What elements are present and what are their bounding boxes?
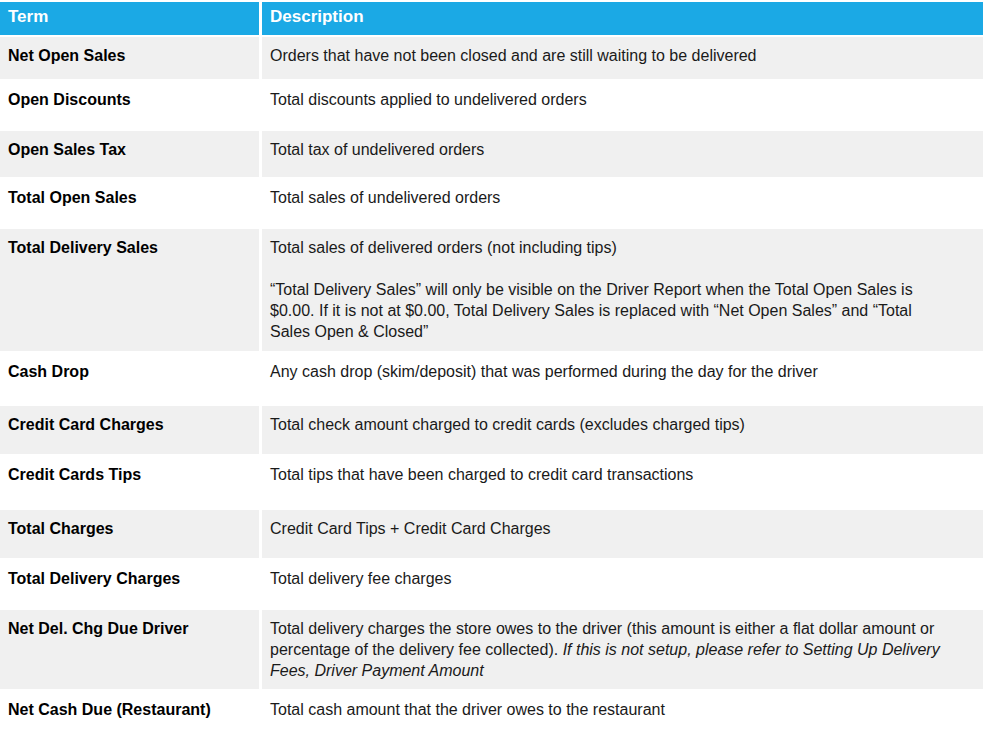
glossary-table-body: Net Open Sales Orders that have not been … <box>0 37 983 734</box>
description-cell: Total tips that have been charged to cre… <box>262 456 983 510</box>
description-paragraph: Total check amount charged to credit car… <box>270 414 941 435</box>
table-row: Credit Cards Tips Total tips that have be… <box>0 456 983 510</box>
table-row: Total Charges Credit Card Tips + Credit C… <box>0 510 983 560</box>
description-cell: Total sales of delivered orders (not inc… <box>262 229 983 353</box>
glossary-table-head: Term Description <box>0 0 983 37</box>
term-cell: Total Delivery Charges <box>0 560 262 610</box>
description-cell: Total cash amount that the driver owes t… <box>262 691 983 734</box>
description-cell: Total delivery charges the store owes to… <box>262 610 983 691</box>
description-segment: Total tips that have been charged to cre… <box>270 466 693 483</box>
glossary-table: Term Description Net Open Sales Orders th… <box>0 0 983 734</box>
description-paragraph: Total cash amount that the driver owes t… <box>270 699 941 720</box>
column-header-description: Description <box>262 0 983 37</box>
description-paragraph: Total sales of delivered orders (not inc… <box>270 237 941 258</box>
table-row: Open Sales Tax Total tax of undelivered o… <box>0 131 983 179</box>
description-segment: Total delivery fee charges <box>270 570 451 587</box>
description-segment: Any cash drop (skim/deposit) that was pe… <box>270 363 818 380</box>
header-row: Term Description <box>0 0 983 37</box>
description-segment: Orders that have not been closed and are… <box>270 47 757 64</box>
table-row: Net Del. Chg Due DriverTotal delivery ch… <box>0 610 983 691</box>
description-segment: Total discounts applied to undelivered o… <box>270 91 587 108</box>
description-cell: Credit Card Tips + Credit Card Charges <box>262 510 983 560</box>
term-cell: Total Open Sales <box>0 179 262 229</box>
term-cell: Total Delivery Sales <box>0 229 262 353</box>
term-cell: Net Cash Due (Restaurant) <box>0 691 262 734</box>
description-segment: Total check amount charged to credit car… <box>270 416 745 433</box>
term-cell: Net Del. Chg Due Driver <box>0 610 262 691</box>
description-paragraph: Total tax of undelivered orders <box>270 139 941 160</box>
description-cell: Total discounts applied to undelivered o… <box>262 81 983 131</box>
term-cell: Cash Drop <box>0 353 262 406</box>
description-paragraph: “Total Delivery Sales” will only be visi… <box>270 279 941 342</box>
term-cell: Open Sales Tax <box>0 131 262 179</box>
description-cell: Orders that have not been closed and are… <box>262 37 983 81</box>
table-row: Open Discounts Total discounts applied to… <box>0 81 983 131</box>
description-segment: Total tax of undelivered orders <box>270 141 484 158</box>
description-segment: Credit Card Tips + Credit Card Charges <box>270 520 551 537</box>
description-cell: Total check amount charged to credit car… <box>262 406 983 456</box>
description-segment: Total sales of undelivered orders <box>270 189 500 206</box>
table-row: Total Open Sales Total sales of undeliver… <box>0 179 983 229</box>
description-segment: “Total Delivery Sales” will only be visi… <box>270 281 913 340</box>
description-paragraph: Total delivery charges the store owes to… <box>270 618 941 681</box>
description-paragraph: Total tips that have been charged to cre… <box>270 464 941 485</box>
table-row: Total Delivery Sales Total sales of deliv… <box>0 229 983 353</box>
description-cell: Total delivery fee charges <box>262 560 983 610</box>
table-row: Cash Drop Any cash drop (skim/deposit) th… <box>0 353 983 406</box>
table-row: Credit Card Charges Total check amount ch… <box>0 406 983 456</box>
term-cell: Credit Cards Tips <box>0 456 262 510</box>
description-cell: Any cash drop (skim/deposit) that was pe… <box>262 353 983 406</box>
table-row: Net Cash Due (Restaurant) Total cash amou… <box>0 691 983 734</box>
description-cell: Total sales of undelivered orders <box>262 179 983 229</box>
term-cell: Total Charges <box>0 510 262 560</box>
description-paragraph: Credit Card Tips + Credit Card Charges <box>270 518 941 539</box>
description-segment: Total sales of delivered orders (not inc… <box>270 239 617 256</box>
description-paragraph: Total sales of undelivered orders <box>270 187 941 208</box>
column-header-term: Term <box>0 0 262 37</box>
description-paragraph: Total delivery fee charges <box>270 568 941 589</box>
term-cell: Net Open Sales <box>0 37 262 81</box>
description-paragraph: Orders that have not been closed and are… <box>270 45 941 66</box>
term-cell: Credit Card Charges <box>0 406 262 456</box>
table-row: Net Open Sales Orders that have not been … <box>0 37 983 81</box>
description-cell: Total tax of undelivered orders <box>262 131 983 179</box>
description-paragraph: Any cash drop (skim/deposit) that was pe… <box>270 361 941 382</box>
table-row: Total Delivery Charges Total delivery fee… <box>0 560 983 610</box>
term-cell: Open Discounts <box>0 81 262 131</box>
description-paragraph: Total discounts applied to undelivered o… <box>270 89 941 110</box>
description-segment: Total cash amount that the driver owes t… <box>270 701 665 718</box>
